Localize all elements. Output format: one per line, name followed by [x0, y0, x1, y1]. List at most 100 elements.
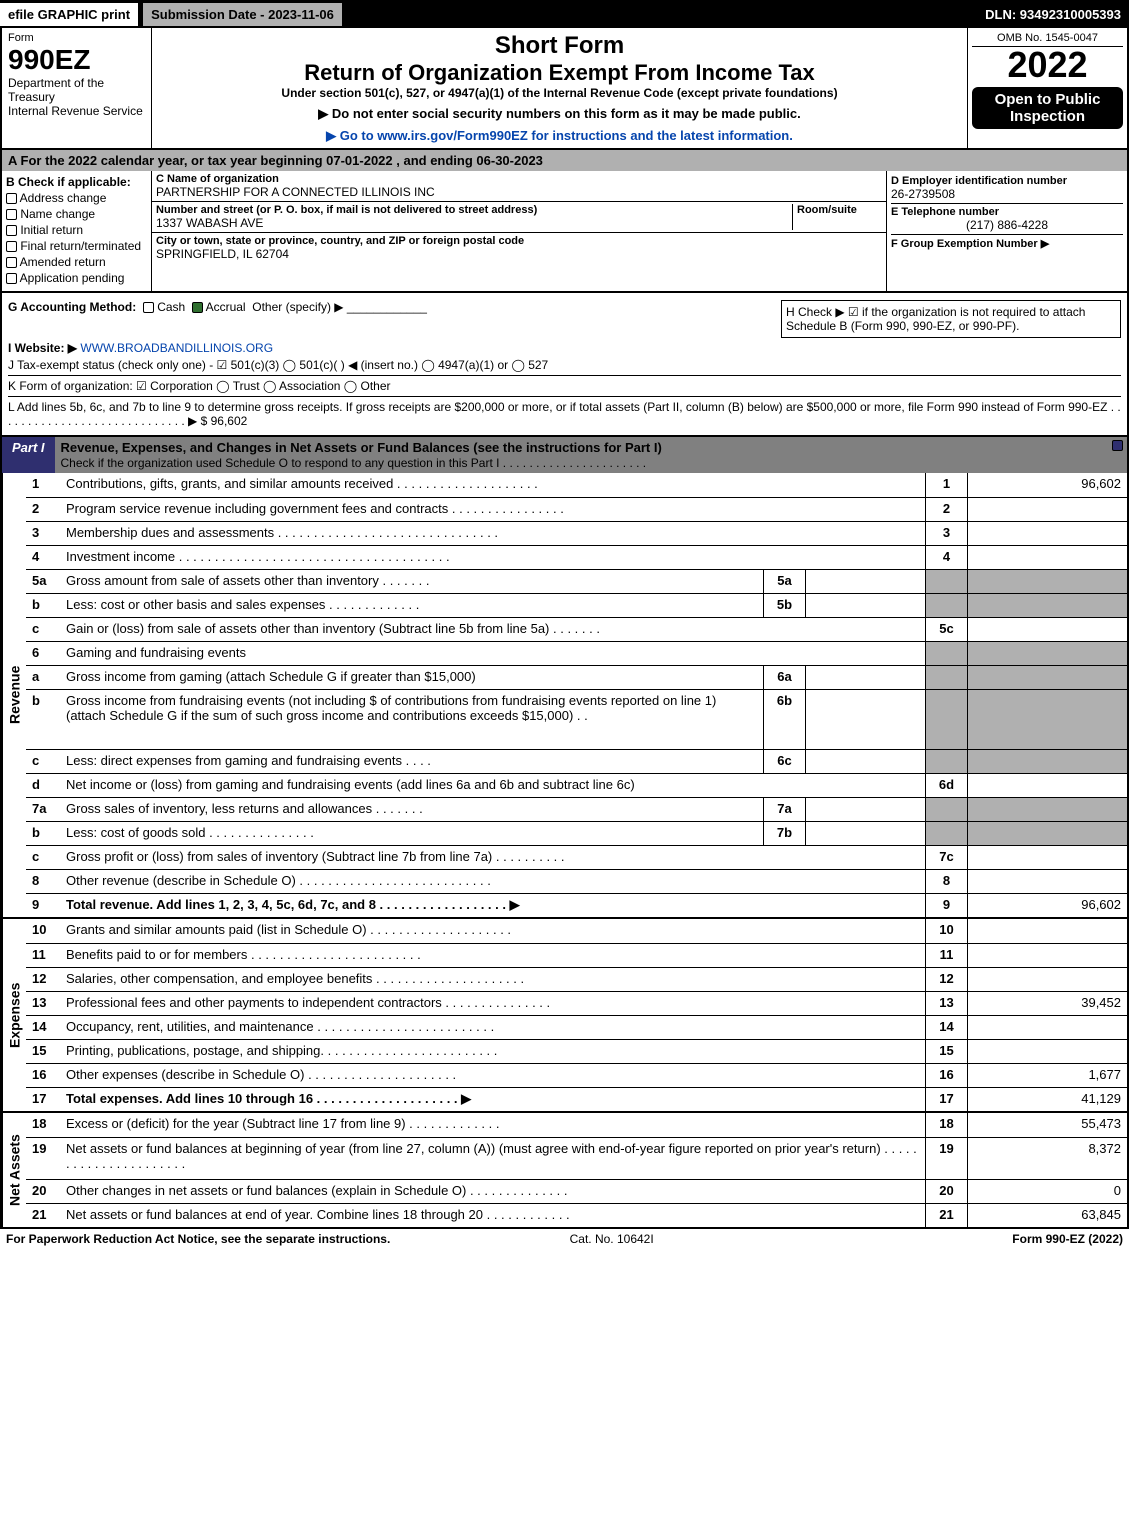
line-7a-desc: Gross sales of inventory, less returns a…: [62, 798, 763, 821]
line-9-amt: 96,602: [967, 894, 1127, 917]
h-box: H Check ▶ ☑ if the organization is not r…: [781, 300, 1121, 338]
check-pending[interactable]: Application pending: [6, 271, 147, 285]
line-10-desc: Grants and similar amounts paid (list in…: [62, 919, 925, 943]
c-city-label: City or town, state or province, country…: [156, 235, 882, 247]
line-6-desc: Gaming and fundraising events: [62, 642, 925, 665]
l-line: L Add lines 5b, 6c, and 7b to line 9 to …: [8, 396, 1121, 428]
room-label: Room/suite: [797, 204, 882, 216]
line-13-desc: Professional fees and other payments to …: [62, 992, 925, 1015]
return-title: Return of Organization Exempt From Incom…: [156, 60, 963, 86]
line-6b-desc: Gross income from fundraising events (no…: [62, 690, 763, 749]
c-street-label: Number and street (or P. O. box, if mail…: [156, 204, 792, 216]
line-1-amt: 96,602: [967, 473, 1127, 497]
irs-label: Internal Revenue Service: [8, 104, 145, 118]
section-bcdef: B Check if applicable: Address change Na…: [0, 171, 1129, 293]
line-4-amt: [967, 546, 1127, 569]
line-8-amt: [967, 870, 1127, 893]
org-street: 1337 WABASH AVE: [156, 216, 792, 230]
line-6d-desc: Net income or (loss) from gaming and fun…: [62, 774, 925, 797]
schedule-o-checkbox[interactable]: [1107, 437, 1127, 473]
line-9-desc: Total revenue. Add lines 1, 2, 3, 4, 5c,…: [66, 897, 520, 912]
form-number: 990EZ: [8, 44, 145, 76]
line-11-amt: [967, 944, 1127, 967]
check-initial[interactable]: Initial return: [6, 223, 147, 237]
line-14-amt: [967, 1016, 1127, 1039]
g-cash: Cash: [157, 300, 185, 314]
line-18-amt: 55,473: [967, 1113, 1127, 1137]
part-1-header: Part I Revenue, Expenses, and Changes in…: [0, 437, 1129, 473]
line-8-desc: Other revenue (describe in Schedule O) .…: [62, 870, 925, 893]
column-b: B Check if applicable: Address change Na…: [2, 171, 152, 291]
tax-year: 2022: [972, 47, 1123, 83]
submission-date: Submission Date - 2023-11-06: [142, 2, 343, 27]
line-16-amt: 1,677: [967, 1064, 1127, 1087]
form-id-block: Form 990EZ Department of the Treasury In…: [2, 28, 152, 148]
line-5c-desc: Gain or (loss) from sale of assets other…: [62, 618, 925, 641]
line-11-desc: Benefits paid to or for members . . . . …: [62, 944, 925, 967]
form-title-block: Short Form Return of Organization Exempt…: [152, 28, 967, 148]
short-form-title: Short Form: [156, 32, 963, 60]
line-17-desc: Total expenses. Add lines 10 through 16 …: [66, 1091, 471, 1106]
line-17-amt: 41,129: [967, 1088, 1127, 1111]
line-1-desc: Contributions, gifts, grants, and simila…: [62, 473, 925, 497]
check-final[interactable]: Final return/terminated: [6, 239, 147, 253]
line-6a-desc: Gross income from gaming (attach Schedul…: [62, 666, 763, 689]
line-15-amt: [967, 1040, 1127, 1063]
org-name: PARTNERSHIP FOR A CONNECTED ILLINOIS INC: [156, 185, 882, 199]
irs-link[interactable]: ▶ Go to www.irs.gov/Form990EZ for instru…: [326, 128, 793, 143]
g-accrual: Accrual: [206, 300, 246, 314]
website-link[interactable]: WWW.BROADBANDILLINOIS.ORG: [80, 341, 273, 355]
part-1-tag: Part I: [2, 437, 55, 473]
form-label: Form: [8, 32, 145, 44]
line-7c-amt: [967, 846, 1127, 869]
line-21-amt: 63,845: [967, 1204, 1127, 1227]
footer-mid: Cat. No. 10642I: [570, 1232, 654, 1246]
line-19-amt: 8,372: [967, 1138, 1127, 1179]
ein-value: 26-2739508: [891, 187, 1123, 201]
footer-left: For Paperwork Reduction Act Notice, see …: [6, 1232, 390, 1246]
line-12-desc: Salaries, other compensation, and employ…: [62, 968, 925, 991]
g-label: G Accounting Method:: [8, 300, 136, 314]
line-21-desc: Net assets or fund balances at end of ye…: [62, 1204, 925, 1227]
form-meta-block: OMB No. 1545-0047 2022 Open to Public In…: [967, 28, 1127, 148]
under-section: Under section 501(c), 527, or 4947(a)(1)…: [156, 86, 963, 100]
part-1-check: Check if the organization used Schedule …: [61, 456, 647, 470]
form-header: Form 990EZ Department of the Treasury In…: [0, 28, 1129, 150]
line-16-desc: Other expenses (describe in Schedule O) …: [62, 1064, 925, 1087]
line-5a-desc: Gross amount from sale of assets other t…: [62, 570, 763, 593]
goto-link[interactable]: ▶ Go to www.irs.gov/Form990EZ for instru…: [156, 128, 963, 144]
misc-lines: G Accounting Method: Cash Accrual Other …: [0, 293, 1129, 437]
k-line: K Form of organization: ☑ Corporation ◯ …: [8, 375, 1121, 393]
line-15-desc: Printing, publications, postage, and shi…: [62, 1040, 925, 1063]
e-tel-label: E Telephone number: [891, 203, 1123, 218]
line-7c-desc: Gross profit or (loss) from sales of inv…: [62, 846, 925, 869]
page-footer: For Paperwork Reduction Act Notice, see …: [0, 1229, 1129, 1249]
dept-label: Department of the Treasury: [8, 76, 145, 104]
efile-label: efile GRAPHIC print: [0, 3, 138, 26]
check-address[interactable]: Address change: [6, 191, 147, 205]
footer-right: Form 990-EZ (2022): [1012, 1232, 1123, 1246]
tel-value: (217) 886-4228: [891, 218, 1123, 232]
f-group-label: F Group Exemption Number ▶: [891, 234, 1123, 250]
check-amended[interactable]: Amended return: [6, 255, 147, 269]
line-14-desc: Occupancy, rent, utilities, and maintena…: [62, 1016, 925, 1039]
line-10-amt: [967, 919, 1127, 943]
line-2-desc: Program service revenue including govern…: [62, 498, 925, 521]
d-ein-label: D Employer identification number: [891, 175, 1123, 187]
part-1-grid: Revenue 1Contributions, gifts, grants, a…: [0, 473, 1129, 1229]
netassets-vlabel: Net Assets: [2, 1113, 26, 1227]
part-1-title: Revenue, Expenses, and Changes in Net As…: [61, 440, 662, 455]
check-name[interactable]: Name change: [6, 207, 147, 221]
column-c: C Name of organization PARTNERSHIP FOR A…: [152, 171, 887, 291]
line-4-desc: Investment income . . . . . . . . . . . …: [62, 546, 925, 569]
line-5c-amt: [967, 618, 1127, 641]
revenue-vlabel: Revenue: [2, 473, 26, 917]
line-13-amt: 39,452: [967, 992, 1127, 1015]
line-2-amt: [967, 498, 1127, 521]
c-name-label: C Name of organization: [156, 173, 882, 185]
line-12-amt: [967, 968, 1127, 991]
j-line: J Tax-exempt status (check only one) - ☑…: [8, 358, 1121, 372]
b-label: B Check if applicable:: [6, 175, 147, 189]
dln-label: DLN: 93492310005393: [977, 3, 1129, 26]
g-other: Other (specify) ▶: [252, 300, 343, 314]
